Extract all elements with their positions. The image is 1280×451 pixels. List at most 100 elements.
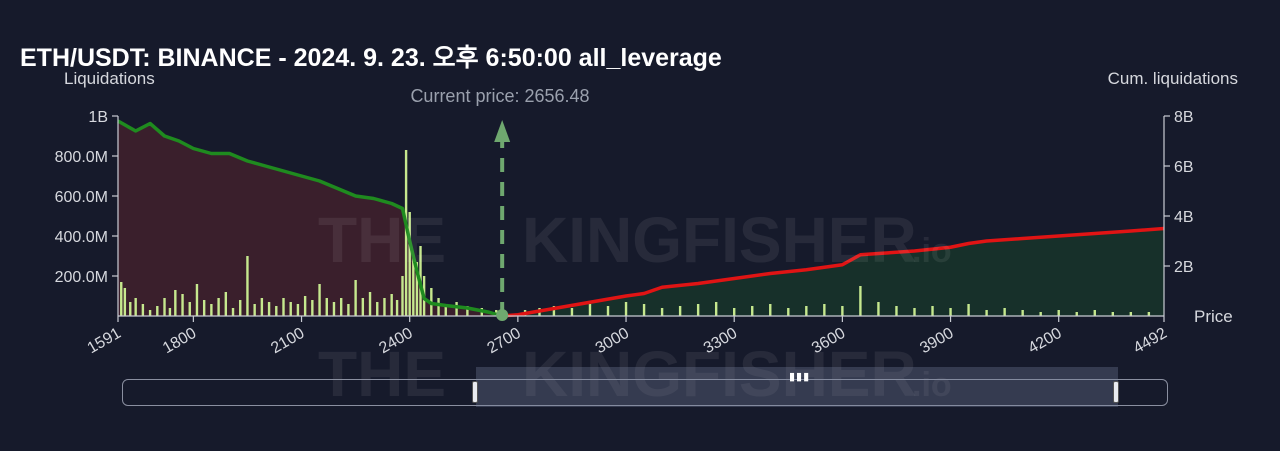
liquidation-bar [895,306,898,316]
liquidation-bar [202,300,206,316]
y-ticks: 200.0M 400.0M 600.0M 800.0M 1B [55,109,118,286]
liquidation-bar [769,304,772,316]
liquidation-bar [395,300,399,316]
x-tick-label: 2100 [268,325,307,358]
liquidation-bar [120,282,123,316]
liquidation-bar [624,302,628,316]
current-price-label: Current price: 2656.48 [410,86,589,106]
liquidation-bar [347,304,350,316]
liquidation-bar [444,304,447,316]
liquidation-bar [260,298,264,316]
liquidation-bar [224,292,228,316]
y-axis-label: Liquidations [64,69,155,88]
liquidation-bar [289,302,292,316]
liquidation-bar [1057,310,1060,316]
watermark-text-left: THE [318,204,446,276]
liquidation-bar [787,308,790,316]
liquidation-bar [282,298,285,316]
grip-icon[interactable]: ▮▮▮ [789,371,811,383]
liquidation-bar [1075,312,1078,316]
liquidation-bar [751,306,754,316]
liquidation-bar [859,286,862,316]
liquidation-bar [415,262,419,316]
range-handle-left[interactable] [472,381,478,403]
liquidation-bar [210,304,213,316]
liquidation-bar [383,298,386,316]
liquidation-bar [660,308,664,316]
liquidation-bar [174,290,177,316]
liquidation-bar [246,256,249,316]
x-tick-label: 4200 [1025,325,1064,358]
liquidation-bar [877,302,880,316]
liquidation-bar [805,306,808,316]
liquidation-bar [1003,308,1006,316]
liquidation-bar [148,310,152,316]
liquidation-bar [253,304,256,316]
x-tick-label: 3900 [917,325,956,358]
liquidation-bar [401,276,404,316]
liquidation-bar [354,280,357,316]
watermark-suffix: .io [912,232,952,270]
liquidation-bar [412,256,415,316]
y-tick-label: 800.0M [55,149,108,166]
liquidation-bar [325,298,328,316]
y2-tick-label: 2B [1174,259,1194,276]
liquidation-bar [275,306,278,316]
liquidation-bar [390,294,393,316]
liquidation-bar [1093,310,1096,316]
liquidation-bar [332,302,336,316]
liquidation-bar [570,308,574,316]
y2-tick-label: 6B [1174,159,1194,176]
liquidation-bar [129,302,132,316]
watermark-text-right: KINGFISHER [522,204,917,276]
y-tick-label: 600.0M [55,189,108,206]
liquidation-bar [181,294,184,316]
liquidation-bar [733,308,736,316]
liquidation-bar [303,296,307,316]
range-slider-window[interactable] [476,367,1118,407]
liquidation-bar [361,298,365,316]
y2-axis-label: Cum. liquidations [1107,69,1238,88]
x-tick-label: 4492 [1131,325,1170,358]
liquidation-bar [642,304,646,316]
y-tick-label: 1B [88,109,108,126]
liquidation-bar [368,292,372,316]
liquidation-bar [404,150,408,316]
liquidation-bar [1129,312,1133,316]
liquidation-bar [156,306,159,316]
liquidation-bar [1021,310,1024,316]
liquidation-bar [967,304,970,316]
liquidation-bar [949,308,952,316]
y2-tick-label: 8B [1174,109,1194,126]
short-cum-line [117,119,503,318]
liquidation-bar [913,308,916,316]
liquidation-bar [437,298,440,316]
chart-title: ETH/USDT: BINANCE - 2024. 9. 23. 오후 6:50… [20,44,722,72]
x-axis-label: Price [1194,307,1233,326]
liquidation-bar [466,306,469,316]
liquidation-bar [552,306,556,316]
liquidation-bar [408,212,411,316]
liquidation-bar [588,304,592,316]
watermark-suffix-2: .io [912,366,952,404]
liquidation-bar [714,302,718,316]
liquidation-bar [134,298,137,316]
y-tick-label: 200.0M [55,269,108,286]
liquidation-bar [163,298,166,316]
range-handle-right[interactable] [1113,381,1119,403]
range-slider-track[interactable] [122,379,1168,406]
liquidation-bar [267,302,271,316]
liquidation-bar [678,306,682,316]
x-tick-label: 1591 [85,325,124,358]
liquidation-bar [195,284,199,316]
x-tick-label: 1800 [160,325,199,358]
liquidation-bar [296,304,300,316]
liquidation-bar [823,304,826,316]
liquidation-bar [123,288,127,316]
liquidation-bar [696,304,700,316]
liquidation-bar [231,308,235,316]
liquidation-bar [1111,312,1114,316]
watermark: THE KINGFISHER .io THE KINGFISHER .io [318,204,952,410]
y2-tick-label: 4B [1174,209,1194,226]
